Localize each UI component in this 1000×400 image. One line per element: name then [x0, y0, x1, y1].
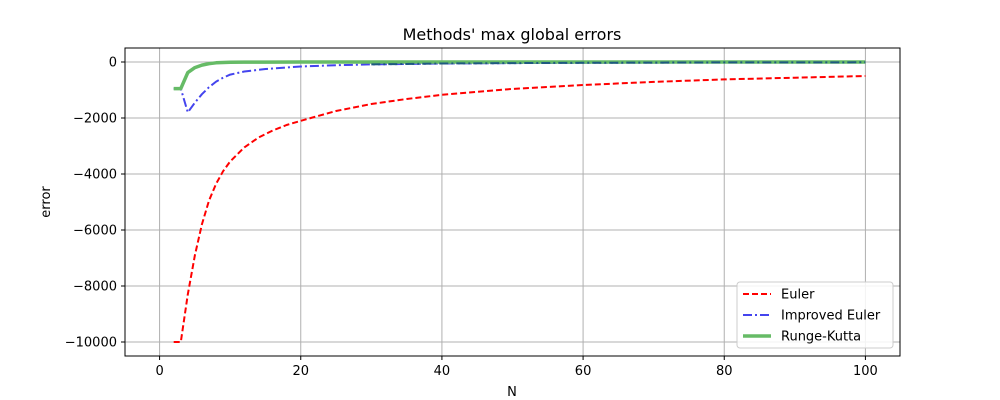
x-tick-label: 20	[292, 364, 309, 379]
y-axis-label: error	[39, 186, 54, 218]
x-tick-label: 0	[155, 364, 163, 379]
legend-label: Improved Euler	[781, 309, 881, 324]
chart-title: Methods' max global errors	[403, 25, 622, 44]
y-tick-label: −2000	[73, 112, 117, 127]
plot-frame	[124, 47, 901, 357]
series-overlap-line	[371, 61, 866, 66]
legend-label: Euler	[781, 288, 815, 303]
y-tick-label: −8000	[73, 280, 117, 295]
x-axis-ticks: 0 20 40 60 80 100	[155, 356, 878, 379]
y-axis-ticks: −10000 −8000 −6000 −4000 −2000 0	[65, 56, 125, 351]
x-tick-label: 40	[434, 364, 451, 379]
x-tick-label: 60	[575, 364, 592, 379]
legend: Euler Improved Euler Runge-Kutta	[736, 281, 894, 349]
series-layer	[173, 60, 866, 343]
y-tick-label: 0	[109, 56, 117, 71]
series-line-runge-kutta	[173, 60, 866, 91]
x-tick-label: 100	[853, 364, 878, 379]
y-tick-label: −4000	[73, 168, 117, 183]
x-axis-label: N	[507, 385, 517, 400]
series-line-improved-euler	[173, 61, 866, 114]
legend-label: Runge-Kutta	[781, 330, 861, 345]
y-tick-label: −6000	[73, 224, 117, 239]
x-tick-label: 80	[716, 364, 733, 379]
series-line-euler	[173, 75, 866, 343]
y-tick-label: −10000	[65, 336, 117, 351]
legend-box	[736, 281, 894, 349]
